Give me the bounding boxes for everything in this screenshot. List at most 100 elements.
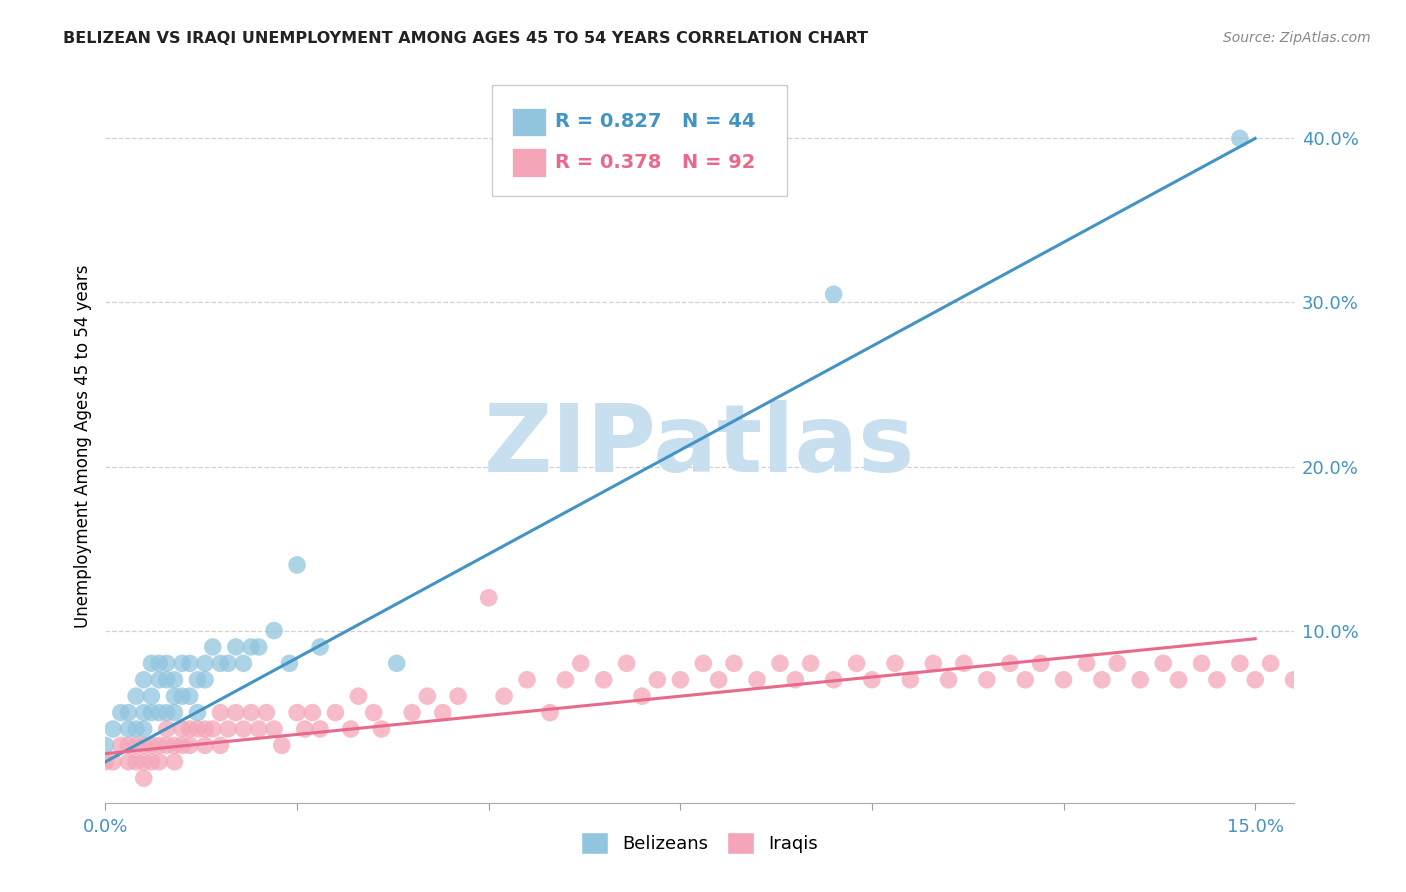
Point (309, 640, 332, 654)
Point (953, 657, 976, 671)
Point (101, 755, 124, 769)
Point (1107, 657, 1129, 671)
Point (1282, 673, 1305, 687)
Point (163, 689, 186, 703)
Point (800, 657, 823, 671)
Point (823, 673, 845, 687)
Point (141, 739, 163, 753)
Point (163, 673, 186, 687)
Text: N = 44: N = 44 (682, 112, 755, 131)
Point (1129, 673, 1152, 687)
Point (110, 706, 132, 720)
Point (247, 722, 270, 736)
Point (898, 673, 921, 687)
Text: BELIZEAN VS IRAQI UNEMPLOYMENT AMONG AGES 45 TO 54 YEARS CORRELATION CHART: BELIZEAN VS IRAQI UNEMPLOYMENT AMONG AGE… (63, 31, 869, 46)
Point (148, 739, 170, 753)
Point (240, 640, 263, 654)
Point (263, 624, 285, 638)
Point (217, 657, 239, 671)
Point (141, 755, 163, 769)
Text: N = 92: N = 92 (682, 153, 755, 172)
Text: R = 0.378: R = 0.378 (555, 153, 662, 172)
Point (125, 689, 148, 703)
Point (232, 722, 254, 736)
Point (125, 739, 148, 753)
Point (186, 706, 208, 720)
Point (172, 657, 194, 671)
Point (516, 673, 538, 687)
Point (1244, 673, 1267, 687)
Point (172, 739, 194, 753)
Text: Source: ZipAtlas.com: Source: ZipAtlas.com (1223, 31, 1371, 45)
Point (163, 739, 186, 753)
Point (132, 673, 155, 687)
Point (201, 722, 224, 736)
Point (132, 771, 155, 785)
Point (117, 706, 139, 720)
Point (148, 755, 170, 769)
Point (179, 739, 201, 753)
Point (132, 706, 155, 720)
Point (270, 739, 292, 753)
Point (132, 722, 155, 736)
Y-axis label: Unemployment Among Ages 45 to 54 years: Unemployment Among Ages 45 to 54 years (73, 264, 91, 628)
Point (385, 657, 408, 671)
Point (745, 673, 768, 687)
Point (194, 739, 217, 753)
Point (285, 558, 308, 572)
Point (1091, 673, 1114, 687)
Point (845, 657, 868, 671)
Point (94, 739, 117, 753)
Point (432, 706, 454, 720)
Point (179, 689, 201, 703)
Point (209, 739, 232, 753)
Point (117, 755, 139, 769)
Legend: Belizeans, Iraqis: Belizeans, Iraqis (574, 825, 825, 862)
Point (141, 689, 163, 703)
Point (631, 689, 654, 703)
Point (186, 673, 208, 687)
Point (1167, 673, 1189, 687)
Point (1229, 131, 1251, 145)
Point (263, 722, 285, 736)
Point (363, 706, 385, 720)
Point (569, 657, 592, 671)
Point (938, 673, 960, 687)
Point (370, 722, 392, 736)
Point (401, 706, 423, 720)
Point (538, 706, 561, 720)
Point (647, 673, 669, 687)
Point (163, 755, 186, 769)
Point (416, 689, 439, 703)
Point (209, 657, 232, 671)
Text: R = 0.827: R = 0.827 (555, 112, 662, 131)
Point (301, 706, 323, 720)
Point (172, 689, 194, 703)
Point (278, 657, 301, 671)
Point (285, 706, 308, 720)
Point (156, 739, 179, 753)
Point (492, 689, 515, 703)
Point (922, 657, 945, 671)
Point (1052, 673, 1074, 687)
Point (1076, 657, 1098, 671)
Point (194, 722, 217, 736)
Point (723, 657, 745, 671)
Point (347, 689, 370, 703)
Point (1191, 657, 1213, 671)
Point (132, 755, 155, 769)
Point (148, 673, 170, 687)
Point (998, 657, 1021, 671)
Point (132, 739, 155, 753)
Point (117, 739, 139, 753)
Point (156, 722, 179, 736)
Point (125, 755, 148, 769)
Point (478, 591, 501, 605)
Point (1205, 673, 1227, 687)
Point (247, 640, 270, 654)
Point (101, 722, 124, 736)
Point (1029, 657, 1052, 671)
Point (179, 722, 201, 736)
Point (785, 673, 807, 687)
Point (179, 657, 201, 671)
